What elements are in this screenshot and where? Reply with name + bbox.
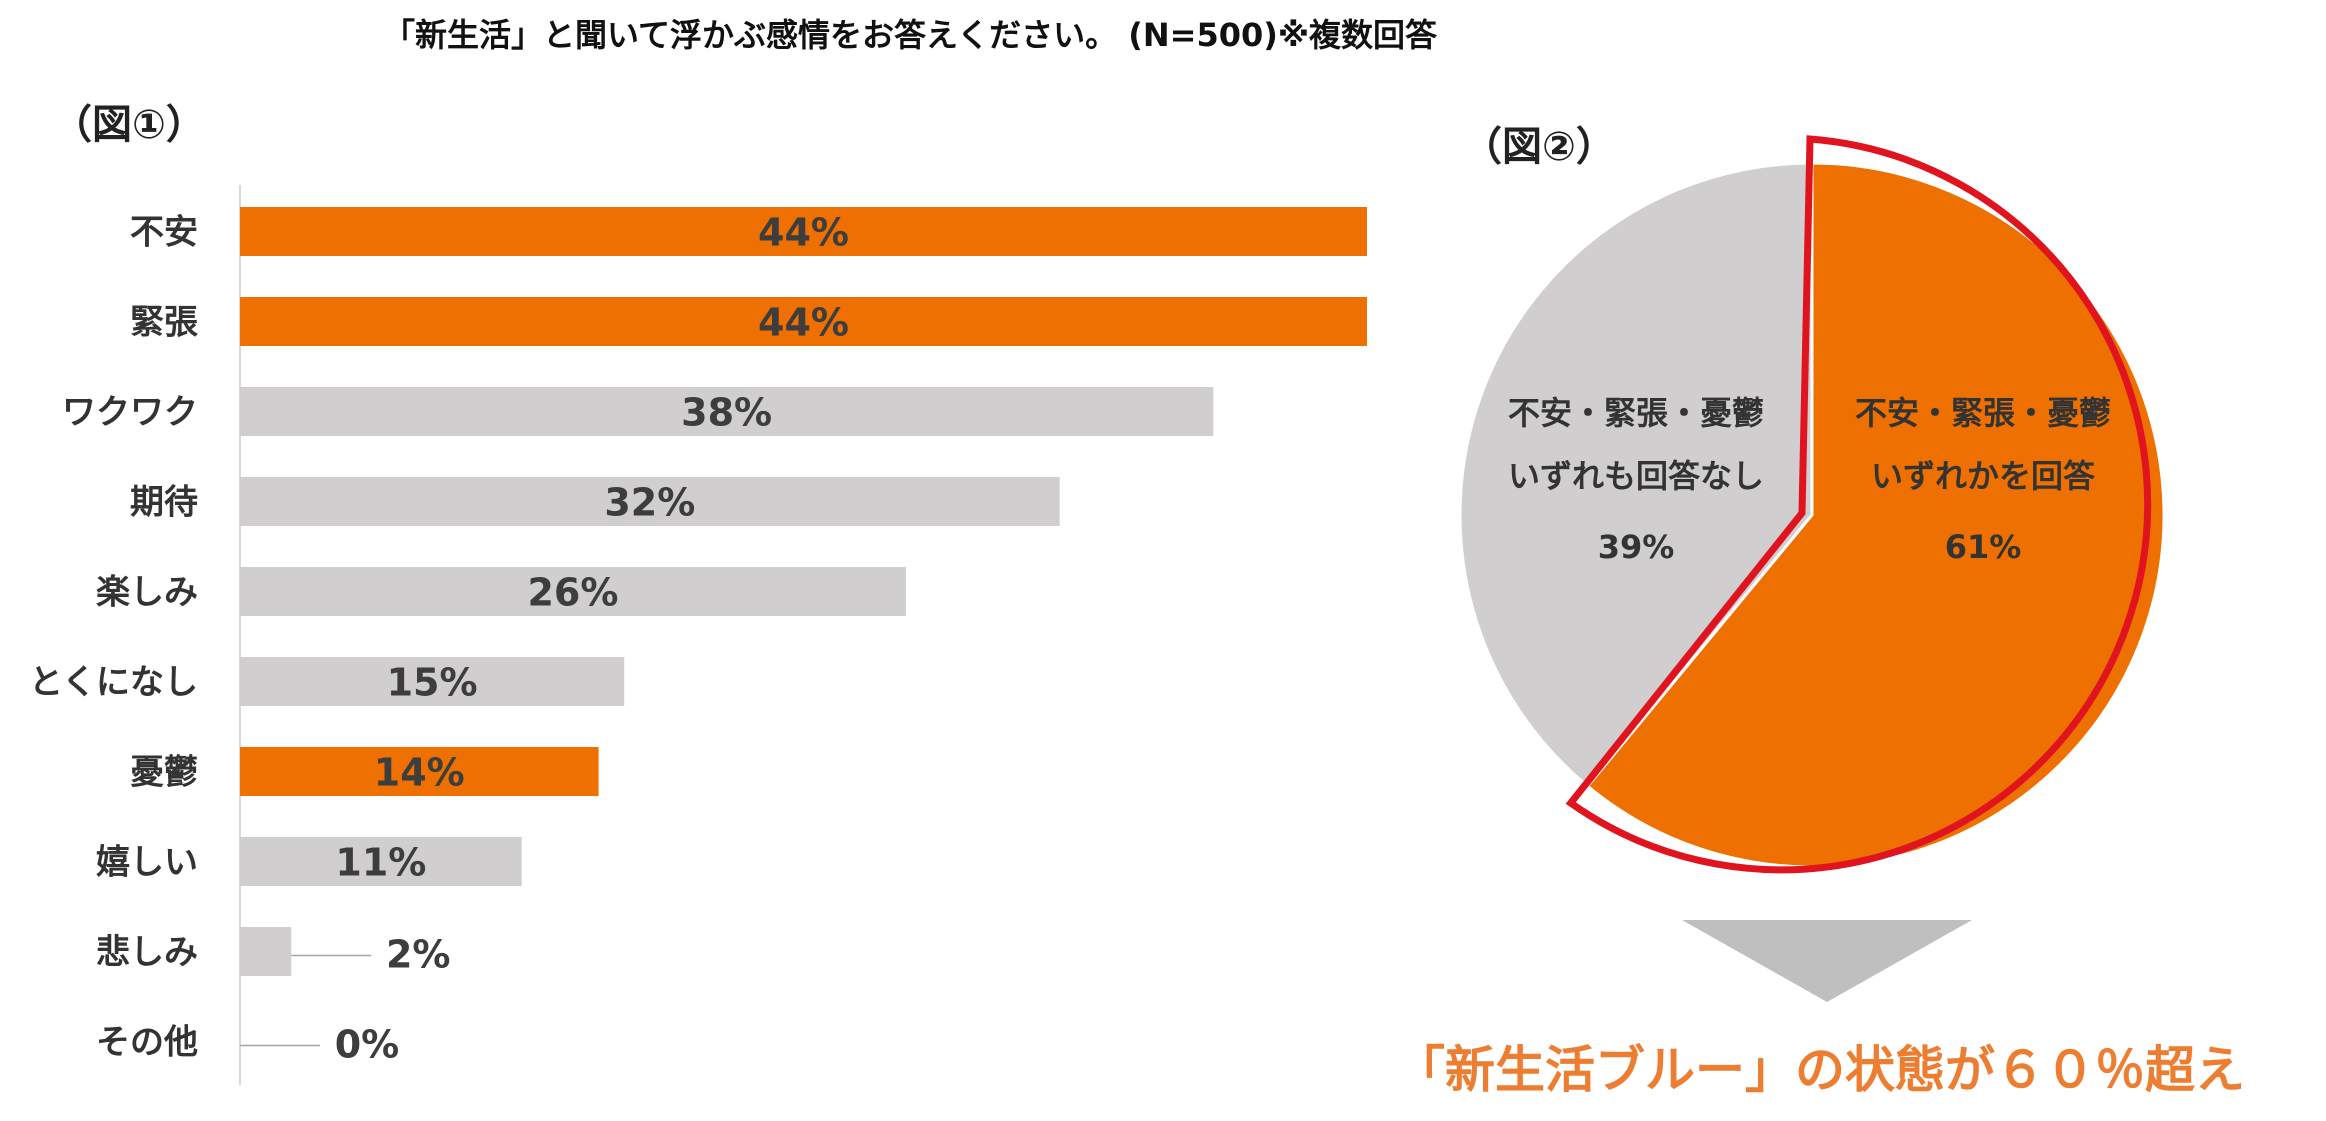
category-label-4: 楽しみ <box>96 573 198 613</box>
bar-0 <box>240 207 1367 256</box>
category-label-0: 不安 <box>130 213 198 253</box>
pie-value-label-1: 39% <box>1598 528 1675 566</box>
down-arrow-icon <box>1682 920 1972 1002</box>
pie-label-0-line-0: 不安・緊張・憂鬱 <box>1855 394 2111 432</box>
chart-title: 「新生活」と聞いて浮かぶ感情をお答えください。 (N=500)※複数回答 <box>383 16 1437 54</box>
category-label-6: 憂鬱 <box>130 753 198 793</box>
value-label-3: 32% <box>604 481 695 525</box>
value-label-5: 15% <box>387 661 478 705</box>
bar-5 <box>240 657 625 706</box>
category-label-8: 悲しみ <box>96 933 198 973</box>
value-label-4: 26% <box>527 571 618 615</box>
bar-8 <box>240 927 292 976</box>
pie-value-label-0: 61% <box>1945 528 2022 566</box>
value-label-8: 2% <box>386 933 451 977</box>
figure-2-label: （図②） <box>1462 124 1616 170</box>
bar-1 <box>240 297 1367 346</box>
category-label-9: その他 <box>96 1023 198 1063</box>
category-label-7: 嬉しい <box>96 843 198 883</box>
pie-slice-0 <box>1585 161 2166 869</box>
value-label-7: 11% <box>335 841 426 885</box>
category-label-3: 期待 <box>130 483 198 523</box>
category-label-2: ワクワク <box>62 393 198 433</box>
value-label-9: 0% <box>335 1023 400 1067</box>
value-label-0: 44% <box>758 211 849 255</box>
bar-6 <box>240 747 599 796</box>
value-label-1: 44% <box>758 301 849 345</box>
bar-4 <box>240 567 906 616</box>
bar-3 <box>240 477 1060 526</box>
pie-label-1-line-1: いずれも回答なし <box>1508 457 1764 495</box>
pie-label-1-line-0: 不安・緊張・憂鬱 <box>1508 394 1764 432</box>
value-label-6: 14% <box>374 751 465 795</box>
category-label-1: 緊張 <box>130 303 198 343</box>
pie-highlight-outline <box>1565 135 2152 874</box>
value-label-2: 38% <box>681 391 772 435</box>
bar-7 <box>240 837 522 886</box>
category-label-5: とくになし <box>29 663 198 703</box>
conclusion-text: 「新生活ブルー」の状態が６０％超え <box>1395 1041 2245 1099</box>
pie-label-0-line-1: いずれかを回答 <box>1871 457 2096 495</box>
pie-slice-1 <box>1458 161 1814 789</box>
bar-2 <box>240 387 1214 436</box>
figure-1-label: （図①） <box>52 102 206 148</box>
